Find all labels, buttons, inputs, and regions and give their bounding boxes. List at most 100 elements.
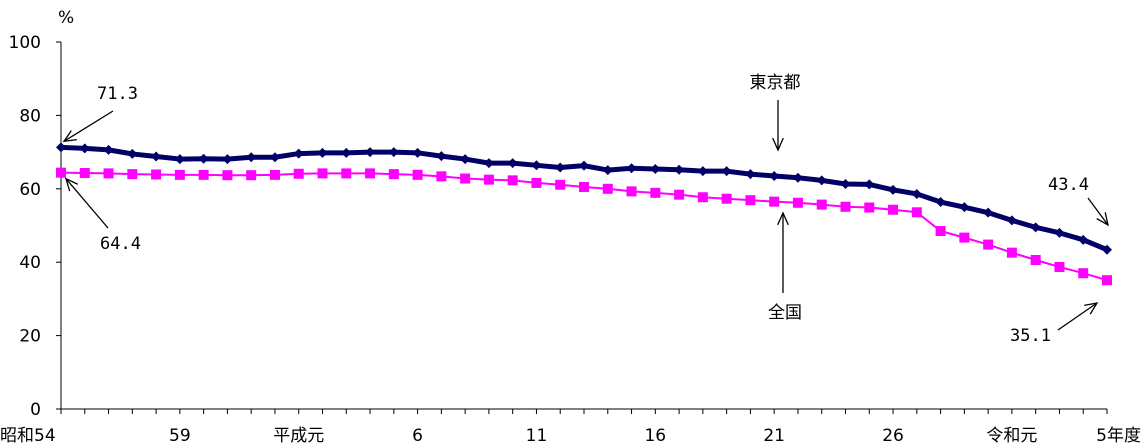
series-national-point xyxy=(151,169,162,180)
x-tick-label: 6 xyxy=(412,426,423,446)
national-start-arrow-shaft xyxy=(65,178,109,229)
series-tokyo-point xyxy=(840,179,851,190)
series-tokyo-point xyxy=(579,160,589,171)
tokyo-start-arrow-shaft xyxy=(63,110,114,142)
x-tick-label: 令和元 xyxy=(986,426,1037,446)
series-tokyo-point xyxy=(792,172,803,183)
national-end-arrow-shaft xyxy=(1057,302,1098,331)
series-national-point xyxy=(269,169,280,180)
series-tokyo-point xyxy=(983,207,994,218)
series-tokyo-point xyxy=(483,158,494,169)
series-national-point xyxy=(1030,254,1041,265)
series-national-point xyxy=(769,196,780,207)
series-tokyo-point xyxy=(198,153,209,164)
series-national-point xyxy=(1078,268,1089,279)
axes: % xyxy=(58,8,1107,410)
series-national-point xyxy=(365,168,376,179)
y-axis-ticks: 0 20 40 60 80 100 xyxy=(9,33,61,420)
series-national-point xyxy=(293,168,304,179)
national-start-arrow-head xyxy=(64,177,79,192)
tokyo-label-arrow xyxy=(772,100,784,152)
series-tokyo-point xyxy=(864,179,875,190)
series-tokyo-point xyxy=(745,169,756,180)
national-start-value-label: 64.4 xyxy=(100,234,141,254)
y-tick-label: 80 xyxy=(19,106,41,126)
series-tokyo-point xyxy=(103,144,114,155)
series-national-point xyxy=(935,226,946,237)
series-national-point xyxy=(222,170,233,181)
national-end-arrow xyxy=(1057,302,1099,331)
x-axis-ticks: 昭和54 59 平成元 6 11 16 21 26 令和元 5年度 xyxy=(0,409,1141,446)
national-end-value-label: 35.1 xyxy=(1010,326,1051,346)
series-national-point xyxy=(816,199,827,210)
series-tokyo-point xyxy=(317,147,328,158)
series-tokyo-point xyxy=(269,152,280,163)
series-national-point xyxy=(79,168,90,179)
series-tokyo xyxy=(56,142,1112,255)
y-tick-label: 20 xyxy=(19,327,41,347)
series-national-point xyxy=(246,170,257,181)
x-tick-label: 11 xyxy=(526,426,548,446)
series-national-point xyxy=(650,187,661,198)
series-tokyo-point xyxy=(1078,234,1089,245)
series-tokyo-point xyxy=(602,165,613,176)
series-national-point xyxy=(697,192,708,203)
series-national-point xyxy=(983,239,994,250)
series-tokyo-point xyxy=(1030,222,1041,233)
national-label-arrow-head xyxy=(777,211,789,226)
series-tokyo-point xyxy=(56,142,66,153)
series-national-point xyxy=(531,177,542,188)
series-tokyo-point xyxy=(721,166,732,177)
series-national-point xyxy=(579,181,589,192)
series-national xyxy=(56,167,1112,286)
x-tick-label: 21 xyxy=(763,426,785,446)
series-tokyo-point xyxy=(888,184,899,195)
tokyo-series-label: 東京都 xyxy=(750,73,801,93)
series-national-point xyxy=(483,174,494,185)
series-national-point xyxy=(436,171,447,182)
series-national-point xyxy=(864,202,875,213)
series-tokyo-point xyxy=(769,170,780,181)
series-national-point xyxy=(388,169,399,180)
series-tokyo-point xyxy=(674,164,685,175)
tokyo-start-value-label: 71.3 xyxy=(97,84,138,104)
national-series-label: 全国 xyxy=(768,303,802,323)
series-tokyo-point xyxy=(151,151,162,162)
tokyo-end-value-label: 43.4 xyxy=(1048,175,1089,195)
series-tokyo-point xyxy=(531,160,542,171)
tokyo-start-arrow xyxy=(62,110,114,143)
series-tokyo-point xyxy=(1006,215,1017,226)
series-tokyo-point xyxy=(1054,227,1065,238)
annotations: 71.3 64.4 東京都 43.4 全国 35.1 xyxy=(62,73,1109,346)
series-national-point xyxy=(127,169,138,180)
series-tokyo-point xyxy=(460,154,471,165)
tokyo-label-arrow-head xyxy=(772,137,784,152)
series-tokyo-point xyxy=(697,166,708,177)
series-tokyo-point xyxy=(341,147,352,158)
series-national-point xyxy=(507,175,518,186)
series-tokyo-point xyxy=(127,148,138,159)
series-tokyo-point xyxy=(365,147,376,158)
series-national-point xyxy=(911,207,922,218)
series-national-point xyxy=(721,193,732,204)
series-national-point xyxy=(56,167,66,178)
series-tokyo-point xyxy=(388,147,399,158)
series-tokyo-point xyxy=(911,188,922,199)
x-tick-label: 59 xyxy=(169,426,191,446)
series-tokyo-point xyxy=(816,175,827,186)
series-tokyo-point xyxy=(507,158,518,169)
series-national-point xyxy=(840,201,851,212)
national-start-arrow xyxy=(64,177,109,229)
series-tokyo-point xyxy=(1102,244,1112,255)
series-tokyo-point xyxy=(626,163,637,174)
series-national-point xyxy=(626,186,637,197)
series-national-point xyxy=(103,168,114,179)
series-national-point xyxy=(317,168,328,179)
national-end-arrow-head xyxy=(1084,302,1099,315)
tokyo-end-arrow-shaft xyxy=(1087,197,1109,226)
series-tokyo-point xyxy=(412,147,423,158)
series-national-point xyxy=(602,183,613,194)
series-layer xyxy=(56,142,1112,286)
series-national-point xyxy=(412,169,423,180)
